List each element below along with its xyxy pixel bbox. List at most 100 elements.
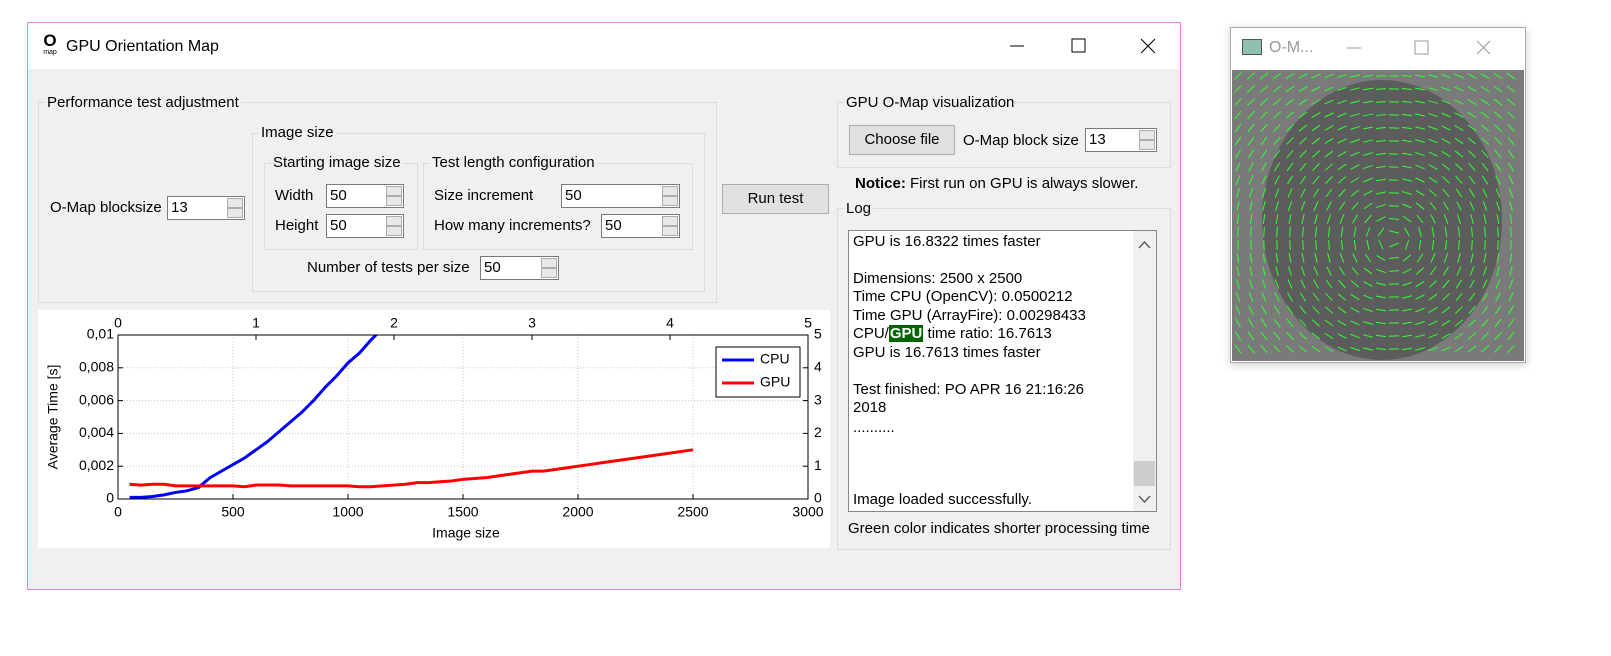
orientation-stroke bbox=[1326, 266, 1332, 276]
orientation-stroke bbox=[1362, 100, 1374, 104]
orientation-stroke bbox=[1324, 150, 1334, 158]
orientation-stroke bbox=[1234, 97, 1242, 107]
orientation-stroke bbox=[1509, 213, 1513, 225]
spinbox[interactable]: 13 bbox=[1085, 128, 1157, 152]
orientation-stroke bbox=[1482, 188, 1488, 198]
orientation-stroke bbox=[1404, 227, 1410, 237]
orientation-stroke bbox=[1401, 152, 1413, 156]
orientation-stroke bbox=[1415, 307, 1425, 313]
orientation-stroke bbox=[1273, 318, 1281, 328]
orientation-stroke bbox=[1299, 150, 1307, 158]
spinbox[interactable]: 50 bbox=[561, 184, 680, 208]
x-tick-label: 3000 bbox=[792, 504, 823, 520]
orientation-stroke bbox=[1401, 113, 1413, 117]
orientation-stroke bbox=[1350, 293, 1360, 301]
orientation-stroke bbox=[1363, 347, 1373, 351]
orientation-stroke bbox=[1454, 150, 1464, 158]
orientation-stroke bbox=[1259, 85, 1269, 93]
orientation-stroke bbox=[1454, 125, 1464, 131]
orientation-stroke bbox=[1248, 188, 1254, 198]
orientation-stroke bbox=[1337, 125, 1347, 131]
image-size-group bbox=[252, 133, 705, 292]
spinbox[interactable]: 50 bbox=[480, 256, 559, 280]
orientation-stroke bbox=[1314, 253, 1318, 263]
plot-frame bbox=[117, 334, 809, 500]
orientation-stroke bbox=[1313, 279, 1319, 289]
orientation-stroke bbox=[1375, 101, 1387, 103]
orientation-stroke bbox=[1261, 162, 1267, 172]
y-axis-label: Average Time [s] bbox=[45, 365, 61, 470]
orientation-stroke bbox=[1441, 163, 1451, 171]
orientation-stroke bbox=[1402, 165, 1412, 169]
orientation-stroke bbox=[1261, 305, 1267, 315]
orientation-stroke bbox=[1362, 74, 1374, 78]
orientation-stroke bbox=[1338, 266, 1346, 276]
side-title: O-M... bbox=[1269, 39, 1314, 56]
orientation-stroke bbox=[1415, 280, 1425, 288]
orientation-stroke bbox=[1402, 281, 1412, 287]
orientation-stroke bbox=[1337, 176, 1347, 184]
orientation-stroke bbox=[1248, 175, 1254, 185]
orientation-stroke bbox=[1416, 253, 1424, 263]
orientation-stroke bbox=[1441, 306, 1451, 314]
orientation-stroke bbox=[1454, 332, 1464, 340]
orientation-stroke bbox=[1236, 265, 1240, 277]
orientation-stroke bbox=[1234, 110, 1242, 120]
orientation-stroke bbox=[1324, 86, 1334, 92]
orientation-stroke bbox=[1260, 331, 1268, 341]
y-tick-label: 0,01 bbox=[87, 326, 114, 342]
log-group bbox=[837, 208, 1171, 550]
orientation-stroke bbox=[1260, 123, 1268, 133]
orientation-stroke bbox=[1402, 178, 1412, 182]
orientation-stroke bbox=[1273, 149, 1281, 159]
orientation-stroke bbox=[1312, 163, 1320, 171]
scrollbar[interactable] bbox=[1133, 231, 1156, 511]
orientation-stroke bbox=[1388, 256, 1400, 260]
orientation-stroke bbox=[1507, 331, 1515, 341]
run-button[interactable]: Run test bbox=[722, 184, 829, 214]
orientation-stroke bbox=[1494, 331, 1502, 341]
close[interactable] bbox=[1140, 38, 1156, 54]
window-controls[interactable] bbox=[988, 23, 1180, 69]
orientation-stroke bbox=[1375, 165, 1387, 169]
orientation-stroke bbox=[1260, 149, 1268, 159]
spinbox[interactable]: 50 bbox=[326, 184, 404, 208]
orientation-stroke bbox=[1312, 292, 1320, 302]
log-box[interactable]: GPU is 16.8322 times faster Dimensions: … bbox=[848, 230, 1157, 512]
orientation-stroke bbox=[1285, 124, 1295, 132]
spinbox[interactable]: 50 bbox=[601, 214, 680, 238]
orientation-stroke bbox=[1480, 85, 1490, 93]
orientation-stroke bbox=[1250, 226, 1252, 238]
orientation-stroke bbox=[1311, 150, 1321, 158]
orientation-stroke bbox=[1509, 266, 1513, 276]
x2-tick-label: 2 bbox=[390, 315, 398, 331]
orientation-stroke bbox=[1247, 123, 1255, 133]
orientation-stroke bbox=[1430, 214, 1436, 224]
orientation-stroke bbox=[1298, 86, 1308, 92]
orientation-stroke bbox=[1375, 178, 1387, 182]
orientation-stroke bbox=[1273, 305, 1281, 315]
maximize[interactable] bbox=[1071, 38, 1086, 53]
orientation-stroke bbox=[1467, 111, 1477, 119]
orientation-stroke bbox=[1287, 175, 1293, 185]
orientation-stroke bbox=[1484, 226, 1486, 238]
series-line bbox=[129, 335, 379, 499]
orientation-stroke bbox=[1234, 72, 1242, 80]
orientation-stroke bbox=[1235, 292, 1241, 302]
spinbox[interactable]: 13 bbox=[167, 196, 245, 220]
orientation-stroke bbox=[1350, 307, 1360, 313]
orientation-stroke bbox=[1285, 85, 1295, 93]
y2-tick-label: 5 bbox=[814, 326, 822, 342]
orientation-stroke bbox=[1276, 226, 1278, 238]
orientation-stroke bbox=[1352, 253, 1358, 263]
orientation-stroke bbox=[1482, 201, 1488, 211]
y2-tick-label: 0 bbox=[814, 490, 822, 506]
orientation-stroke bbox=[1366, 240, 1370, 250]
orientation-stroke bbox=[1273, 124, 1281, 132]
orientation-stroke bbox=[1299, 319, 1307, 327]
spinbox[interactable]: 50 bbox=[326, 214, 404, 238]
orientation-stroke bbox=[1471, 226, 1473, 238]
choose-file-button[interactable]: Choose file bbox=[849, 125, 955, 155]
side-controls[interactable] bbox=[1331, 28, 1525, 68]
orientation-stroke bbox=[1376, 254, 1386, 262]
